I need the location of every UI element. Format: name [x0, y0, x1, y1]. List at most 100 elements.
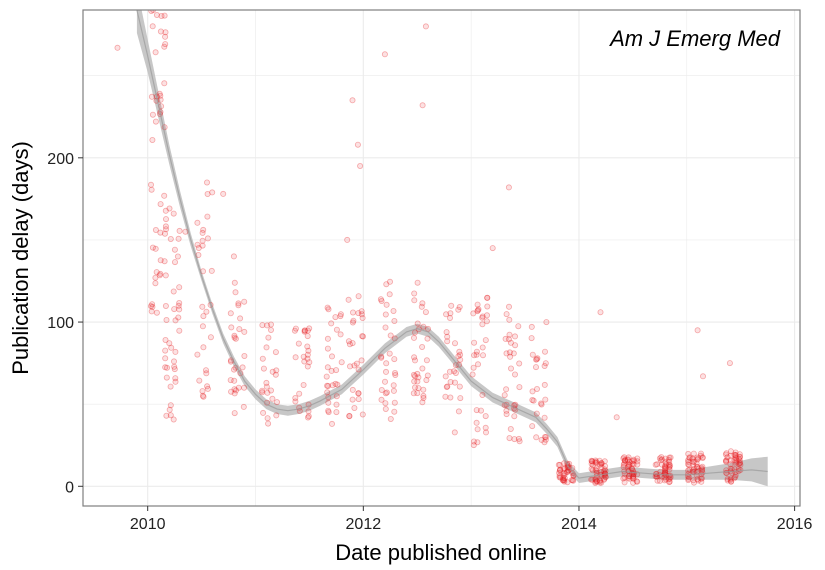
data-point [596, 461, 603, 468]
data-point [359, 333, 366, 340]
data-point [561, 478, 568, 485]
data-point [559, 477, 566, 484]
data-point [358, 311, 365, 318]
data-point [157, 92, 164, 99]
data-point [560, 476, 567, 483]
data-point [333, 367, 340, 374]
data-point [414, 279, 421, 286]
data-point [444, 338, 451, 345]
data-point [593, 465, 600, 472]
data-point [474, 307, 481, 314]
data-point [727, 452, 734, 459]
data-point [200, 313, 207, 320]
data-point [349, 396, 356, 403]
data-point [419, 102, 426, 109]
data-point [324, 389, 331, 396]
data-point [593, 458, 600, 465]
data-point [731, 475, 738, 482]
data-point [447, 394, 454, 401]
data-point [621, 479, 628, 486]
data-point [163, 316, 170, 323]
data-point [162, 207, 169, 214]
data-point [167, 235, 174, 242]
data-point [733, 457, 740, 464]
data-point [727, 461, 734, 468]
data-point [601, 466, 608, 473]
data-point [489, 245, 496, 252]
data-point [469, 371, 476, 378]
data-point [194, 219, 201, 226]
data-point [162, 29, 169, 36]
data-point [661, 477, 668, 484]
data-point [592, 475, 599, 482]
data-point [383, 281, 390, 288]
data-point [658, 461, 665, 468]
data-point [349, 386, 356, 393]
data-point [172, 378, 179, 385]
data-point [411, 297, 418, 304]
data-point [378, 354, 385, 361]
data-point [506, 435, 513, 442]
data-point [204, 383, 211, 390]
data-point [301, 328, 308, 335]
panel-background [83, 10, 800, 506]
data-point [265, 420, 272, 427]
data-point [382, 390, 389, 397]
data-point [333, 393, 340, 400]
data-point [515, 435, 522, 442]
data-point [512, 371, 519, 378]
data-point [724, 475, 731, 482]
smooth-line-path [136, 10, 768, 479]
data-point [621, 454, 628, 461]
data-point [333, 409, 340, 416]
data-point [383, 360, 390, 367]
data-point [732, 472, 739, 479]
data-point [333, 401, 340, 408]
data-point [359, 333, 366, 340]
data-point [588, 457, 595, 464]
data-point [203, 179, 210, 186]
data-point [474, 361, 481, 368]
data-point [471, 352, 478, 359]
data-point [471, 339, 478, 346]
data-point [657, 457, 664, 464]
data-point [296, 390, 303, 397]
data-point [157, 257, 164, 264]
data-point [200, 226, 207, 233]
data-point [542, 436, 549, 443]
data-point [556, 472, 563, 479]
data-point [176, 299, 183, 306]
data-point [511, 436, 518, 443]
data-point [506, 316, 513, 323]
data-point [448, 302, 455, 309]
data-point [382, 368, 389, 375]
data-point [474, 426, 481, 433]
data-point [161, 192, 168, 199]
data-point [685, 450, 692, 457]
data-point [502, 335, 509, 342]
data-point [625, 463, 632, 470]
data-point [529, 423, 536, 430]
data-point [153, 309, 160, 316]
data-point [666, 478, 673, 485]
data-point [731, 457, 738, 464]
data-point [543, 319, 550, 326]
data-point [589, 476, 596, 483]
data-point [304, 343, 311, 350]
data-point [220, 190, 227, 197]
x-axis-title: Date published online [335, 540, 547, 565]
data-points [114, 10, 744, 486]
data-point [447, 310, 454, 317]
data-point [654, 461, 661, 468]
data-point [450, 368, 457, 375]
data-point [630, 479, 637, 486]
data-point [328, 420, 335, 427]
data-point [685, 467, 692, 474]
data-point [199, 242, 206, 249]
data-point [157, 28, 164, 35]
data-point [162, 364, 169, 371]
data-point [507, 365, 514, 372]
data-point [601, 476, 608, 483]
data-point [386, 278, 393, 285]
data-point [176, 227, 183, 234]
